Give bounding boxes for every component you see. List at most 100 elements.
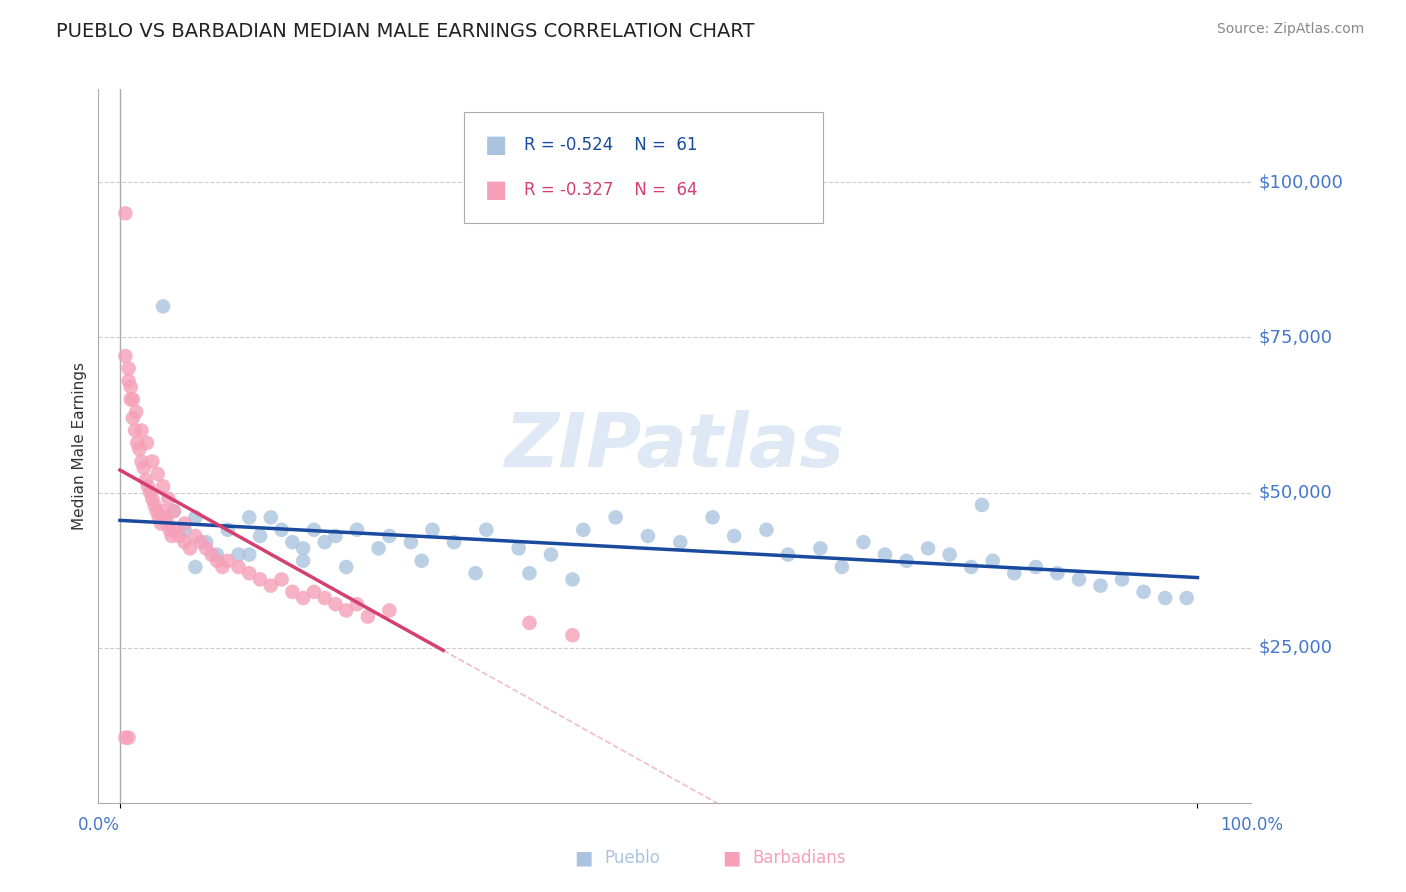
Point [141, 454, 163, 468]
Point [114, 206, 136, 220]
Point [260, 579, 283, 593]
Point [1067, 573, 1090, 587]
Point [249, 573, 271, 587]
Point [572, 523, 595, 537]
Text: 0.0%: 0.0% [77, 816, 120, 834]
Point [159, 523, 181, 537]
Point [122, 392, 145, 407]
Text: R = -0.327    N =  64: R = -0.327 N = 64 [524, 181, 697, 199]
Text: ■: ■ [574, 848, 593, 868]
Point [302, 584, 325, 599]
Point [132, 460, 155, 475]
Point [561, 628, 583, 642]
Point [114, 349, 136, 363]
Point [411, 554, 433, 568]
Point [228, 560, 250, 574]
Point [160, 529, 183, 543]
Point [346, 597, 368, 611]
Point [475, 523, 498, 537]
Point [173, 535, 195, 549]
Point [378, 603, 401, 617]
Point [960, 560, 983, 574]
Point [281, 535, 304, 549]
Point [136, 479, 159, 493]
Point [508, 541, 530, 556]
Point [190, 535, 212, 549]
Point [238, 510, 260, 524]
Point [179, 541, 201, 556]
Text: R = -0.524    N =  61: R = -0.524 N = 61 [524, 136, 697, 153]
Point [917, 541, 939, 556]
Point [117, 731, 139, 745]
Point [114, 731, 136, 745]
Point [184, 560, 207, 574]
Point [155, 510, 177, 524]
Point [145, 504, 167, 518]
Y-axis label: Median Male Earnings: Median Male Earnings [72, 362, 87, 530]
Point [152, 479, 174, 493]
Point [217, 523, 239, 537]
Point [149, 516, 172, 531]
Point [120, 392, 142, 407]
Point [270, 573, 292, 587]
Point [357, 609, 380, 624]
Point [228, 548, 250, 562]
Point [723, 529, 745, 543]
Text: ■: ■ [721, 848, 741, 868]
Point [139, 485, 162, 500]
Text: Source: ZipAtlas.com: Source: ZipAtlas.com [1216, 22, 1364, 37]
Point [163, 523, 186, 537]
Point [141, 491, 163, 506]
Point [167, 529, 190, 543]
Point [117, 374, 139, 388]
Point [195, 541, 218, 556]
Point [184, 510, 207, 524]
Point [519, 615, 541, 630]
Point [346, 523, 368, 537]
Point [131, 424, 153, 438]
Point [335, 603, 357, 617]
Point [325, 597, 347, 611]
Text: Barbadians: Barbadians [752, 849, 846, 867]
Point [238, 548, 260, 562]
Point [464, 566, 486, 581]
Point [852, 535, 875, 549]
Point [399, 535, 422, 549]
Point [205, 554, 228, 568]
Point [1175, 591, 1198, 605]
Point [1046, 566, 1069, 581]
Point [873, 548, 896, 562]
Point [173, 523, 195, 537]
Point [1154, 591, 1177, 605]
Text: PUEBLO VS BARBADIAN MEDIAN MALE EARNINGS CORRELATION CHART: PUEBLO VS BARBADIAN MEDIAN MALE EARNINGS… [56, 22, 755, 41]
Text: $50,000: $50,000 [1258, 483, 1331, 501]
Point [125, 405, 148, 419]
Point [314, 535, 336, 549]
Point [755, 523, 778, 537]
Point [195, 535, 218, 549]
Point [217, 554, 239, 568]
Point [238, 566, 260, 581]
Point [173, 516, 195, 531]
Text: $100,000: $100,000 [1258, 173, 1343, 191]
Text: ZIPatlas: ZIPatlas [505, 409, 845, 483]
Point [896, 554, 918, 568]
Point [1025, 560, 1047, 574]
Point [669, 535, 692, 549]
Point [1132, 584, 1154, 599]
Point [605, 510, 627, 524]
Point [367, 541, 389, 556]
Point [325, 529, 347, 543]
Text: 100.0%: 100.0% [1220, 816, 1282, 834]
Point [1111, 573, 1133, 587]
Point [205, 548, 228, 562]
Point [776, 548, 799, 562]
Point [117, 361, 139, 376]
Point [938, 548, 960, 562]
Point [127, 436, 149, 450]
Point [831, 560, 853, 574]
Point [981, 554, 1004, 568]
Point [260, 510, 283, 524]
Point [443, 535, 465, 549]
Point [422, 523, 444, 537]
